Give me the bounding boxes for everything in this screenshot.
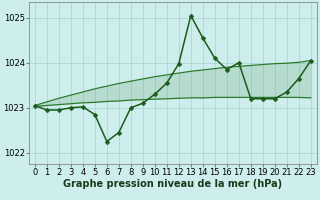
X-axis label: Graphe pression niveau de la mer (hPa): Graphe pression niveau de la mer (hPa) [63,179,282,189]
